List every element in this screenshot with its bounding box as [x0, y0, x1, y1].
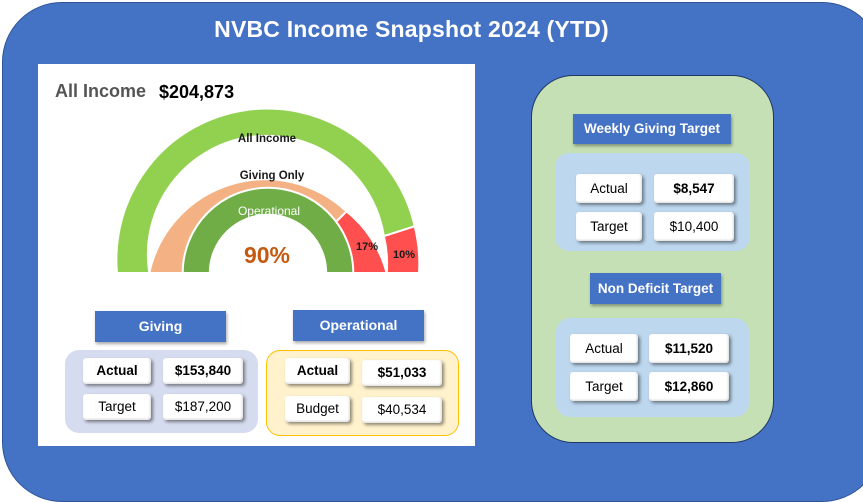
- all-income-label: All Income: [55, 81, 147, 101]
- operational-actual-label: Actual: [285, 358, 350, 384]
- giving-actual-label: Actual: [83, 358, 151, 384]
- operational-budget-label: Budget: [285, 396, 350, 422]
- giving-header: Giving: [95, 311, 226, 342]
- non-deficit-actual-value: $11,520: [649, 334, 729, 363]
- weekly-giving-header: Weekly Giving Target: [573, 114, 731, 144]
- weekly-target-label: Target: [576, 212, 642, 241]
- non-deficit-target-label: Target: [570, 372, 638, 401]
- gauge-operational-arc: [181, 186, 355, 274]
- weekly-actual-value: $8,547: [654, 174, 734, 203]
- non-deficit-box: [556, 318, 749, 417]
- giving-target-label: Target: [83, 394, 151, 420]
- non-deficit-target-value: $12,860: [649, 372, 729, 401]
- gauge-middle-label: Giving Only: [240, 170, 305, 182]
- gauge-center-percent: 90%: [244, 242, 290, 268]
- operational-budget-value: $40,534: [362, 397, 442, 423]
- page-title: NVBC Income Snapshot 2024 (YTD): [214, 16, 609, 42]
- gauge-inner-label: Operational: [238, 204, 300, 218]
- operational-header: Operational: [293, 310, 424, 341]
- weekly-actual-label: Actual: [576, 174, 642, 203]
- giving-actual-value: $153,840: [163, 358, 243, 384]
- gauge-giving-remaining-label: 17%: [356, 241, 378, 253]
- non-deficit-header: Non Deficit Target: [590, 273, 721, 304]
- operational-actual-value: $51,033: [362, 360, 442, 386]
- all-income-value: $204,873: [159, 82, 235, 102]
- gauge-all-remaining-label: 10%: [393, 249, 415, 261]
- income-panel: All Income $204,873 All Income Giving On…: [38, 64, 475, 446]
- giving-target-value: $187,200: [163, 394, 243, 420]
- income-gauge: All Income Giving Only Operational 90% 1…: [108, 107, 428, 275]
- weekly-target-value: $10,400: [654, 212, 734, 241]
- non-deficit-actual-label: Actual: [570, 334, 638, 363]
- gauge-outer-label: All Income: [238, 133, 296, 145]
